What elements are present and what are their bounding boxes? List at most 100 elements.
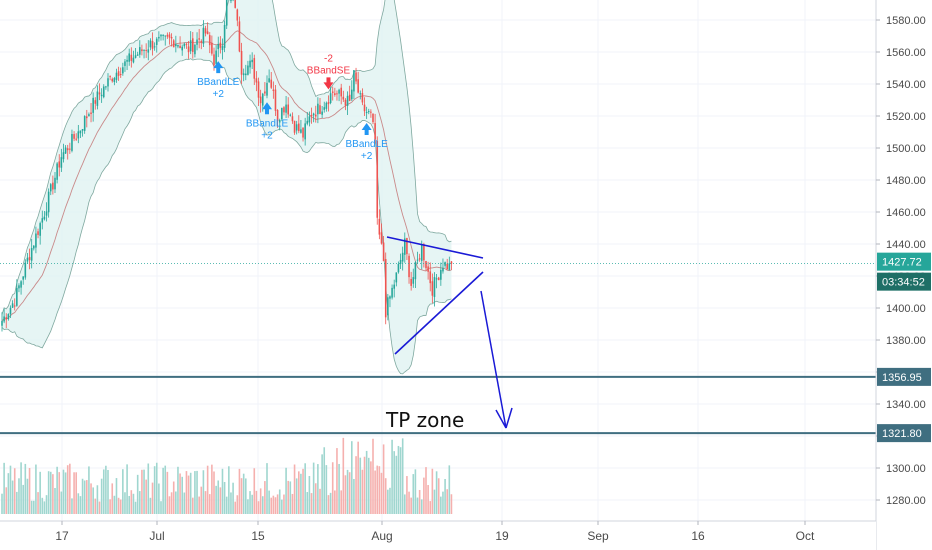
candle-body	[158, 36, 160, 39]
volume-bar	[259, 488, 262, 514]
volume-bar	[440, 496, 442, 514]
volume-bar	[429, 501, 432, 514]
volume-bar	[145, 479, 147, 514]
volume-bar	[71, 498, 73, 514]
volume-bar	[336, 448, 338, 514]
volume-bar	[217, 480, 220, 514]
candle-body	[393, 284, 395, 289]
candle-body	[314, 114, 317, 117]
candle-body	[206, 31, 209, 35]
volume-bar	[200, 486, 203, 514]
volume-bar	[7, 473, 10, 514]
volume-bar	[69, 463, 71, 514]
candle-body	[60, 157, 63, 168]
candle-body	[370, 111, 372, 113]
candle-body	[359, 93, 362, 95]
candle-body	[331, 91, 334, 93]
candle-body	[431, 281, 434, 296]
candle-body	[11, 303, 14, 308]
volume-bar	[149, 497, 152, 514]
volume-bar	[204, 491, 207, 514]
level-1-tag-text: 1356.95	[882, 372, 922, 384]
volume-bar	[247, 499, 249, 514]
candle-body	[98, 92, 101, 95]
volume-bar	[450, 494, 453, 514]
volume-bar	[128, 495, 130, 514]
candle-body	[253, 58, 256, 79]
volume-bar	[77, 493, 80, 514]
candle-body	[217, 43, 220, 50]
y-tick-label: 1480.00	[886, 175, 926, 187]
candle-body	[13, 305, 16, 307]
candle-body	[96, 91, 99, 106]
candle-body	[444, 262, 446, 266]
volume-bar	[41, 497, 44, 514]
y-tick-label: 1300.00	[886, 463, 926, 475]
volume-bar	[291, 493, 294, 514]
volume-bar	[94, 498, 97, 514]
candle-body	[374, 123, 376, 140]
volume-bar	[122, 469, 124, 514]
volume-bar	[380, 472, 383, 514]
candle-body	[433, 277, 436, 297]
candle-body	[136, 54, 139, 56]
candle-body	[302, 127, 304, 138]
x-axis-panel	[0, 521, 876, 550]
volume-bar	[310, 493, 313, 514]
volume-bar	[39, 471, 41, 514]
y-tick-label: 1380.00	[886, 335, 926, 347]
volume-bar	[308, 476, 311, 514]
candle-body	[64, 147, 67, 154]
candle-body	[189, 40, 192, 52]
volume-bar	[278, 489, 281, 514]
candle-body	[181, 46, 183, 51]
volume-bar	[202, 470, 205, 514]
candle-body	[259, 96, 262, 104]
candle-body	[170, 37, 173, 39]
volume-bar	[100, 478, 103, 514]
candle-body	[378, 218, 381, 235]
volume-bar	[158, 483, 160, 514]
volume-bar	[139, 491, 141, 514]
candle-body	[251, 59, 253, 63]
volume-bar	[274, 497, 277, 514]
candle-body	[185, 43, 188, 45]
candle-body	[75, 138, 77, 140]
middle-band	[1, 30, 452, 322]
volume-bar	[423, 477, 425, 514]
candle-body	[126, 59, 128, 62]
drawings[interactable]	[386, 236, 513, 429]
volume-bars	[1, 437, 453, 514]
volume-bar	[321, 454, 323, 514]
candle-body	[334, 93, 336, 95]
volume-bar	[79, 496, 82, 514]
volume-bar	[115, 478, 118, 514]
volume-bar	[357, 441, 359, 514]
volume-bar	[257, 501, 260, 514]
candle-body	[365, 112, 368, 114]
candle-body	[145, 50, 147, 52]
volume-bar	[183, 492, 186, 514]
candle-body	[109, 76, 111, 78]
volume-bar	[395, 455, 398, 514]
volume-bar	[276, 494, 279, 514]
candle-body	[107, 78, 109, 87]
volume-bar	[414, 469, 417, 514]
volume-bar	[340, 490, 342, 514]
candle-body	[408, 255, 410, 278]
candle-body	[49, 184, 52, 192]
candle-body	[151, 41, 154, 49]
volume-bar	[102, 469, 105, 514]
candle-body	[9, 307, 12, 315]
volume-bar	[172, 481, 175, 514]
level-2-tag-text: 1321.80	[882, 428, 922, 440]
volume-bar	[132, 493, 135, 514]
candle-body	[3, 316, 5, 322]
volume-bar	[401, 438, 404, 514]
horizontal-levels[interactable]	[0, 263, 876, 435]
candle-body	[401, 252, 404, 262]
candle-body	[420, 244, 423, 261]
candle-body	[66, 148, 69, 151]
